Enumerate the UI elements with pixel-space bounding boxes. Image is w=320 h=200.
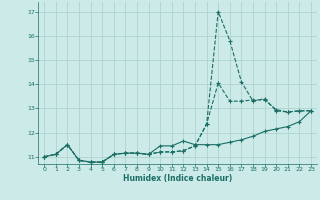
- X-axis label: Humidex (Indice chaleur): Humidex (Indice chaleur): [123, 174, 232, 183]
